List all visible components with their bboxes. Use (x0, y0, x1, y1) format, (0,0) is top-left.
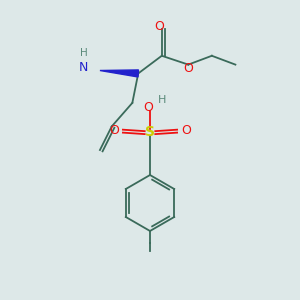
Text: S: S (145, 125, 155, 139)
Text: H: H (80, 48, 88, 58)
Text: N: N (79, 61, 88, 74)
Text: O: O (154, 20, 164, 33)
Text: O: O (144, 101, 154, 114)
Text: O: O (181, 124, 191, 137)
Text: H: H (158, 95, 166, 105)
Text: O: O (183, 61, 193, 75)
Text: O: O (109, 124, 119, 137)
Polygon shape (100, 70, 139, 77)
